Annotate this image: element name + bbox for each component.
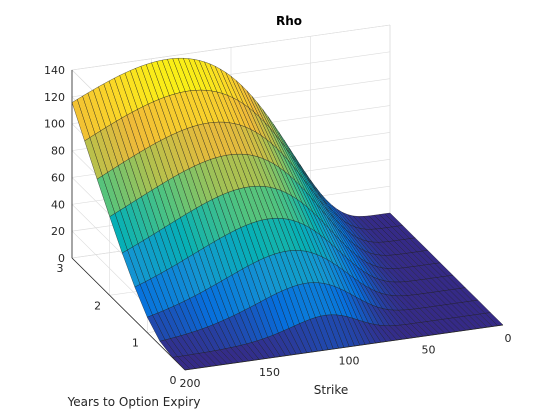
expiry-tick-label: 2 [94,299,101,312]
rho-surface [71,58,504,371]
axes-layer [71,70,504,371]
z-tick-label: 20 [51,225,65,238]
z-tick-label: 40 [51,198,65,211]
y-axis-label: Years to Option Expiry [67,395,201,409]
strike-tick-label: 150 [259,366,280,379]
z-tick-label: 100 [44,118,65,131]
z-tick-label: 120 [44,91,65,104]
expiry-tick-label: 3 [57,262,64,275]
z-tick-label: 60 [51,171,65,184]
strike-tick-label: 0 [505,332,512,345]
expiry-axis-line [71,257,186,371]
chart-title: Rho [276,14,302,28]
strike-tick-label: 50 [422,343,436,356]
wall-edge [71,24,391,71]
expiry-tick-label: 0 [170,374,177,387]
strike-tick-label: 100 [339,355,360,368]
z-tick-label: 0 [58,252,65,265]
x-axis-label: Strike [314,383,349,397]
expiry-tick-label: 1 [132,337,139,350]
strike-tick-label: 200 [180,377,201,390]
z-tick-label: 80 [51,145,65,158]
z-tick-label: 140 [44,64,65,77]
strike-axis-line [184,324,504,371]
